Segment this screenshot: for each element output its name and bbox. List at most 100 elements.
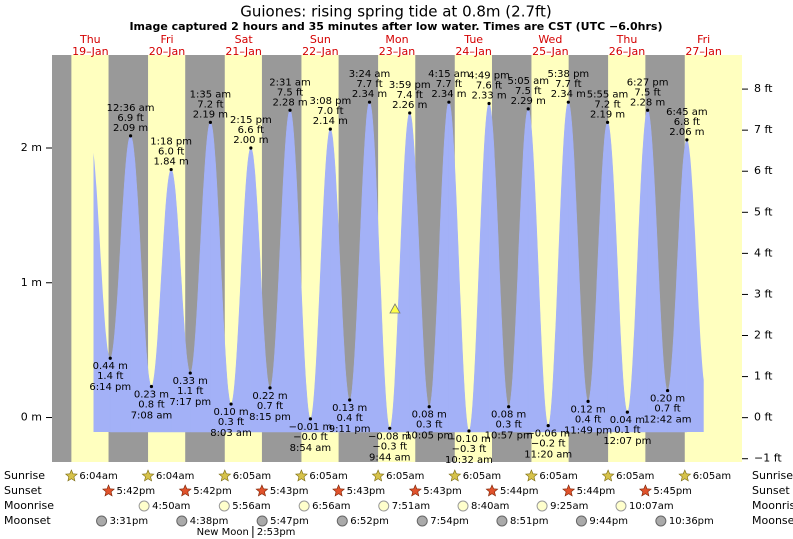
- moonrise-time: 9:25am: [550, 501, 588, 512]
- tide-area: [686, 139, 704, 432]
- day-date: 26–Jan: [609, 45, 645, 58]
- tide-m: −0.01 m: [289, 422, 333, 433]
- tide-point: [208, 120, 212, 124]
- tide-m: 0.13 m: [332, 403, 367, 414]
- tide-time: 3:08 pm: [309, 96, 351, 107]
- tide-ft: −0.0 ft: [293, 432, 328, 443]
- tide-time: 12:07 pm: [603, 436, 651, 447]
- moonrise-time: 4:50am: [152, 501, 190, 512]
- tide-area: [667, 139, 688, 433]
- tide-time: 2:31 am: [269, 77, 311, 88]
- tide-area: [448, 101, 470, 433]
- moonset-time: 6:52pm: [350, 516, 389, 527]
- tide-m: −0.08 m: [368, 431, 412, 442]
- tide-time: 5:38 pm: [547, 69, 589, 80]
- chart-title: Guiones: rising spring tide at 0.8m (2.7…: [240, 3, 552, 21]
- y2-tick-label: 5 ft: [754, 205, 773, 218]
- tide-m: 0.12 m: [570, 404, 605, 415]
- moonrise-time: 5:56am: [232, 501, 270, 512]
- moonset-time: 5:47pm: [270, 516, 309, 527]
- sunrise-icon: [448, 469, 462, 482]
- moonset-icon: [416, 515, 428, 527]
- sunset-time: 5:43pm: [270, 486, 309, 497]
- moonset-time: 10:36pm: [669, 516, 714, 527]
- tide-point: [665, 388, 670, 393]
- tide-m: 2.26 m: [392, 100, 427, 111]
- sunrise-icon: [218, 469, 232, 482]
- sunrise-time: 6:05am: [693, 471, 731, 482]
- tide-m: 0.10 m: [213, 407, 248, 418]
- tide-time: 5:05 am: [507, 76, 549, 87]
- sunset-time: 5:45pm: [653, 486, 692, 497]
- tide-time: 11:49 pm: [564, 425, 612, 436]
- sunrise-time: 6:05am: [386, 471, 424, 482]
- tide-ft: 0.1 ft: [614, 425, 640, 436]
- moonrise-icon: [536, 500, 548, 512]
- tide-m: 0.04 m: [610, 415, 645, 426]
- tide-m: 0.20 m: [650, 394, 685, 405]
- tide-point: [467, 429, 471, 433]
- sunset-icon: [562, 484, 576, 497]
- tide-point: [108, 356, 112, 360]
- tide-ft: 6.9 ft: [117, 113, 143, 124]
- tide-m: 2.14 m: [313, 116, 348, 127]
- day-weekday: Tue: [463, 33, 483, 46]
- tide-m: 2.34 m: [352, 89, 387, 100]
- chart-subtitle: Image captured 2 hours and 35 minutes af…: [129, 20, 662, 33]
- y2-tick-label: 7 ft: [754, 123, 773, 136]
- day-date: 25–Jan: [532, 45, 568, 58]
- row-label: Moonset: [4, 514, 51, 527]
- y2-tick-label: 0 ft: [754, 411, 773, 424]
- tide-ft: 7.5 ft: [515, 86, 541, 97]
- moonrise-time: 7:51am: [392, 501, 430, 512]
- tide-ft: −0.3 ft: [372, 441, 407, 452]
- tide-m: −0.10 m: [447, 434, 491, 445]
- tide-ft: 0.3 ft: [416, 420, 442, 431]
- tide-time: 7:17 pm: [169, 397, 211, 408]
- tide-ft: 7.7 ft: [436, 79, 462, 90]
- sunset-time: 5:44pm: [577, 486, 616, 497]
- tide-area: [627, 109, 648, 433]
- tide-time: 8:15 pm: [249, 412, 291, 423]
- tide-area: [508, 108, 529, 433]
- tide-area: [568, 101, 589, 433]
- tide-area: [349, 101, 370, 433]
- row-label: Sunset: [752, 484, 790, 497]
- tide-ft: 0.8 ft: [138, 400, 164, 411]
- tide-time: 5:55 am: [587, 89, 629, 100]
- day-weekday: Wed: [538, 33, 562, 46]
- sunrise-icon: [294, 469, 308, 482]
- sunrise-time: 6:05am: [539, 471, 577, 482]
- tide-time: 12:42 am: [644, 415, 692, 426]
- tide-area: [369, 101, 391, 433]
- tide-m: 0.23 m: [134, 390, 169, 401]
- tide-area: [230, 147, 252, 433]
- tide-time: 6:27 pm: [627, 77, 669, 88]
- day-weekday: Fri: [160, 33, 173, 46]
- sunrise-icon: [371, 469, 385, 482]
- tide-area: [170, 169, 191, 433]
- moon-phase-label: New Moon: [197, 527, 249, 538]
- tide-ft: 0.4 ft: [575, 414, 601, 425]
- tide-m: 2.28 m: [630, 97, 665, 108]
- sunset-time: 5:43pm: [347, 486, 386, 497]
- tide-time: 7:08 am: [131, 411, 173, 422]
- tide-point: [249, 146, 253, 150]
- tide-area: [151, 169, 172, 433]
- tide-point: [427, 405, 431, 409]
- tide-m: 1.84 m: [154, 157, 189, 168]
- moonset-icon: [496, 515, 508, 527]
- current-level-marker: [389, 303, 401, 314]
- tide-point: [605, 120, 610, 124]
- tide-time: 3:24 am: [349, 69, 391, 80]
- tide-area: [130, 135, 152, 433]
- tide-point: [447, 100, 451, 104]
- tide-time: 9:44 am: [369, 452, 411, 463]
- day-weekday: Sun: [310, 33, 331, 46]
- day-date: 23–Jan: [379, 45, 415, 58]
- y2-tick-label: 2 ft: [754, 329, 773, 342]
- tide-ft: 0.7 ft: [257, 401, 283, 412]
- day-date: 21–Jan: [225, 45, 261, 58]
- tide-ft: 6.0 ft: [158, 147, 184, 158]
